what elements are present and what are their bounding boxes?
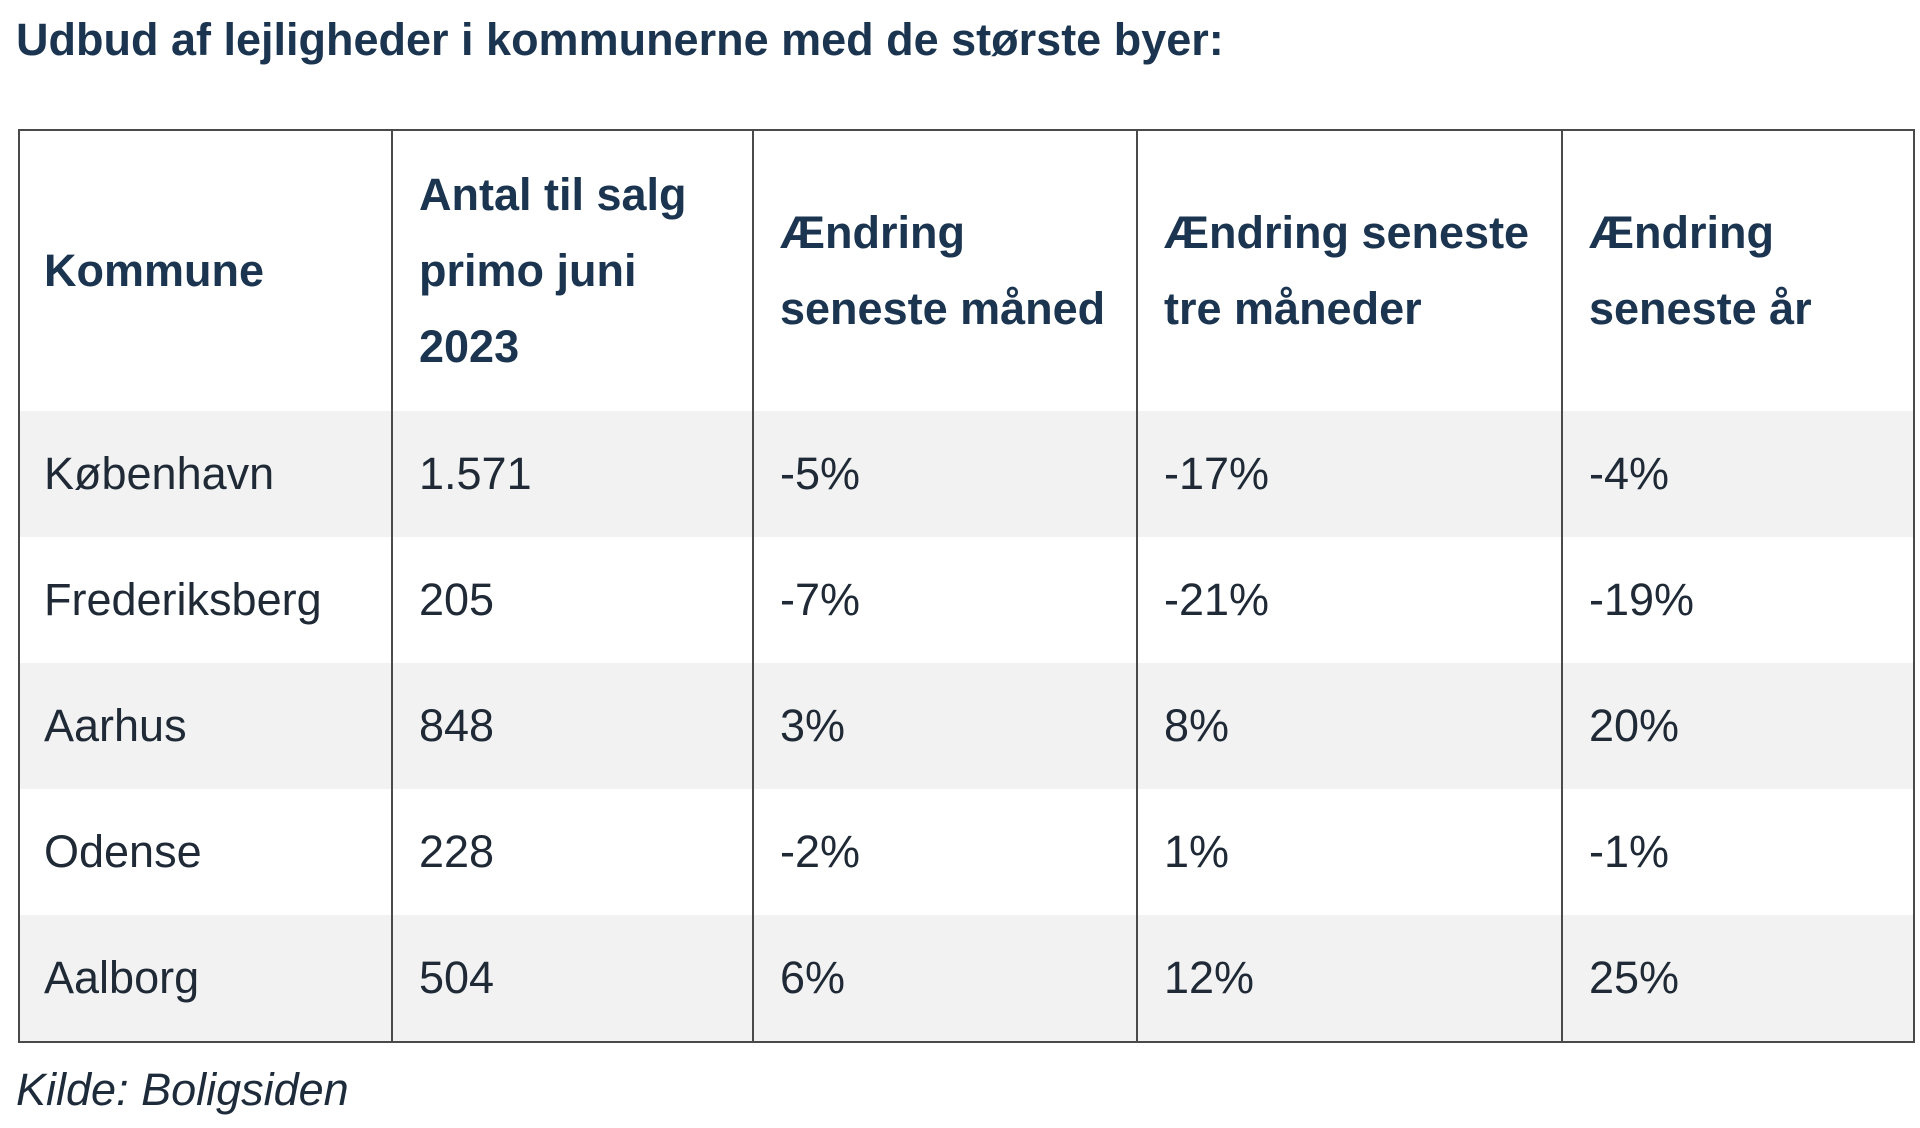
cell-kommune: København — [18, 411, 393, 537]
cell-maaned: 3% — [752, 663, 1138, 789]
header-aendring-tre-maaneder: Ændring seneste tre måneder — [1136, 130, 1563, 411]
table-row: København 1.571 -5% -17% -4% — [18, 411, 1915, 537]
cell-antal: 205 — [391, 537, 754, 663]
cell-kommune: Aarhus — [18, 663, 393, 789]
cell-kommune: Odense — [18, 789, 393, 915]
cell-antal: 228 — [391, 789, 754, 915]
cell-kommune: Frederiksberg — [18, 537, 393, 663]
cell-antal: 848 — [391, 663, 754, 789]
table-row: Aarhus 848 3% 8% 20% — [18, 663, 1915, 789]
table-header-row: Kommune Antal til salg primo juni 2023 Æ… — [18, 130, 1915, 411]
cell-tre-maaneder: 1% — [1136, 789, 1563, 915]
cell-antal: 1.571 — [391, 411, 754, 537]
header-kommune: Kommune — [18, 130, 393, 411]
page-title: Udbud af lejligheder i kommunerne med de… — [16, 14, 1224, 65]
cell-tre-maaneder: 8% — [1136, 663, 1563, 789]
apartment-supply-table: Kommune Antal til salg primo juni 2023 Æ… — [18, 129, 1915, 1043]
cell-aar: -1% — [1561, 789, 1915, 915]
header-aendring-aar: Ændring seneste år — [1561, 130, 1915, 411]
cell-kommune: Aalborg — [18, 915, 393, 1042]
cell-aar: 20% — [1561, 663, 1915, 789]
cell-maaned: -2% — [752, 789, 1138, 915]
cell-tre-maaneder: 12% — [1136, 915, 1563, 1042]
cell-tre-maaneder: -17% — [1136, 411, 1563, 537]
cell-tre-maaneder: -21% — [1136, 537, 1563, 663]
source-note: Kilde: Boligsiden — [16, 1064, 349, 1115]
cell-aar: -19% — [1561, 537, 1915, 663]
cell-maaned: -5% — [752, 411, 1138, 537]
header-antal-til-salg: Antal til salg primo juni 2023 — [391, 130, 754, 411]
table-row: Aalborg 504 6% 12% 25% — [18, 915, 1915, 1042]
header-aendring-maaned: Ændring seneste måned — [752, 130, 1138, 411]
cell-antal: 504 — [391, 915, 754, 1042]
cell-aar: -4% — [1561, 411, 1915, 537]
table-row: Odense 228 -2% 1% -1% — [18, 789, 1915, 915]
table-row: Frederiksberg 205 -7% -21% -19% — [18, 537, 1915, 663]
cell-aar: 25% — [1561, 915, 1915, 1042]
cell-maaned: -7% — [752, 537, 1138, 663]
cell-maaned: 6% — [752, 915, 1138, 1042]
